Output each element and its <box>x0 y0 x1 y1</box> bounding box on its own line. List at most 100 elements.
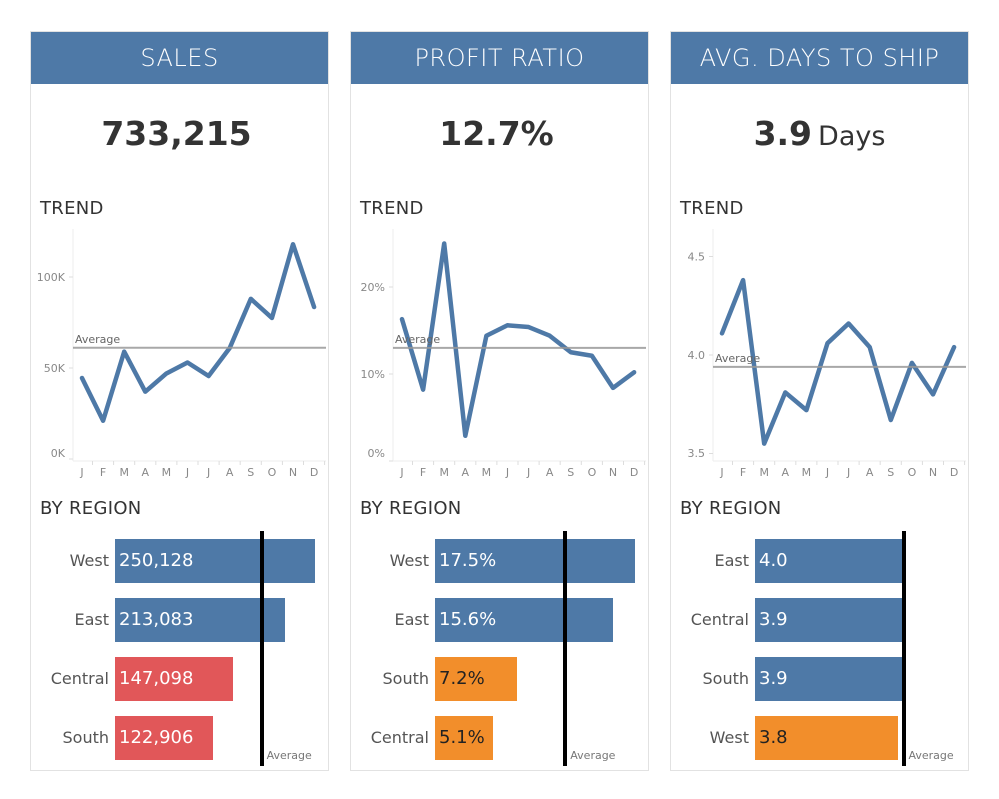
trend-line <box>719 277 957 446</box>
kpi-number: 3.9 <box>753 114 813 153</box>
x-tick-label: S <box>887 466 894 479</box>
y-tick-label: 4.0 <box>688 349 706 362</box>
panel-title: SALES <box>31 32 328 84</box>
x-tick-label: D <box>630 466 638 479</box>
region-value: 3.9 <box>759 668 788 689</box>
x-tick-label: M <box>482 466 492 479</box>
x-tick-label: O <box>588 466 597 479</box>
days-to-ship-panel: AVG. DAYS TO SHIP 3.9 Days TREND BY REGIO… <box>670 31 969 771</box>
region-row: West 250,128 <box>31 539 328 583</box>
x-tick-label: N <box>609 466 617 479</box>
region-average-line <box>563 531 568 766</box>
region-label: BY REGION <box>680 498 782 519</box>
x-tick-label: A <box>546 466 554 479</box>
region-average-line <box>901 531 906 766</box>
region-bar[interactable] <box>115 539 315 583</box>
region-name: East <box>714 551 749 570</box>
trend-label: TREND <box>40 198 104 219</box>
x-tick-label: A <box>866 466 874 479</box>
region-row: West 3.8 <box>671 716 968 760</box>
region-bar[interactable] <box>755 539 905 583</box>
region-name: West <box>69 551 109 570</box>
region-row: South 3.9 <box>671 657 968 701</box>
region-row: East 213,083 <box>31 598 328 642</box>
x-tick-label: A <box>782 466 790 479</box>
average-label: Average <box>715 352 760 365</box>
x-tick-label: A <box>226 466 234 479</box>
x-tick-label: A <box>462 466 470 479</box>
average-label: Average <box>395 333 440 346</box>
region-name: Central <box>370 728 429 747</box>
kpi-unit: Days <box>818 121 886 152</box>
x-tick-label: A <box>142 466 150 479</box>
x-tick-label: M <box>439 466 449 479</box>
region-name: South <box>62 728 110 747</box>
region-average-label: Average <box>570 749 616 762</box>
trend-label: TREND <box>680 198 744 219</box>
region-label: BY REGION <box>40 498 142 519</box>
y-tick-label: 3.5 <box>688 447 706 460</box>
region-value: 3.9 <box>759 609 788 630</box>
y-tick-label: 0% <box>368 447 385 460</box>
x-tick-label: M <box>119 466 129 479</box>
region-row: Central 147,098 <box>31 657 328 701</box>
region-bar[interactable] <box>435 657 518 701</box>
region-row: East 4.0 <box>671 539 968 583</box>
x-tick-label: D <box>310 466 318 479</box>
kpi-value: 12.7% <box>351 114 648 153</box>
x-tick-label: J <box>399 466 403 479</box>
region-name: East <box>74 610 109 629</box>
x-tick-label: M <box>162 466 172 479</box>
region-value: 147,098 <box>119 668 194 689</box>
x-tick-label: O <box>908 466 917 479</box>
region-value: 3.8 <box>759 727 788 748</box>
region-value: 213,083 <box>119 609 194 630</box>
kpi-number: 733,215 <box>101 114 252 153</box>
y-tick-label: 50K <box>44 362 66 375</box>
region-value: 4.0 <box>759 550 788 571</box>
x-tick-label: J <box>825 466 829 479</box>
trend-line <box>79 241 317 424</box>
region-bar[interactable] <box>755 716 898 760</box>
kpi-value: 733,215 <box>31 114 328 153</box>
region-value: 250,128 <box>119 550 194 571</box>
x-tick-label: J <box>526 466 530 479</box>
region-value: 15.6% <box>439 609 497 630</box>
region-bar[interactable] <box>755 598 904 642</box>
region-value: 17.5% <box>439 550 497 571</box>
region-bar[interactable] <box>755 657 903 701</box>
region-bar[interactable] <box>115 657 233 701</box>
panel-title: PROFIT RATIO <box>351 32 648 84</box>
x-tick-label: J <box>79 466 83 479</box>
region-row: South 122,906 <box>31 716 328 760</box>
region-bar[interactable] <box>435 716 494 760</box>
trend-line <box>399 241 637 439</box>
x-tick-label: S <box>247 466 254 479</box>
y-tick-label: 20% <box>361 281 385 294</box>
region-bar[interactable] <box>115 716 214 760</box>
y-tick-label: 10% <box>361 368 385 381</box>
x-tick-label: M <box>759 466 769 479</box>
region-name: Central <box>50 669 109 688</box>
region-row: Central 3.9 <box>671 598 968 642</box>
region-bar[interactable] <box>115 598 286 642</box>
y-tick-label: 100K <box>37 271 66 284</box>
x-tick-label: F <box>420 466 426 479</box>
x-tick-label: J <box>206 466 210 479</box>
region-row: West 17.5% <box>351 539 648 583</box>
x-tick-label: O <box>268 466 277 479</box>
region-bar[interactable] <box>435 539 635 583</box>
region-bar[interactable] <box>435 598 614 642</box>
x-tick-label: S <box>567 466 574 479</box>
y-tick-label: 4.5 <box>688 251 706 264</box>
x-tick-label: D <box>950 466 958 479</box>
region-average-line <box>259 531 264 766</box>
region-row: Central 5.1% <box>351 716 648 760</box>
trend-label: TREND <box>360 198 424 219</box>
region-row: South 7.2% <box>351 657 648 701</box>
x-tick-label: N <box>289 466 297 479</box>
region-name: Central <box>690 610 749 629</box>
